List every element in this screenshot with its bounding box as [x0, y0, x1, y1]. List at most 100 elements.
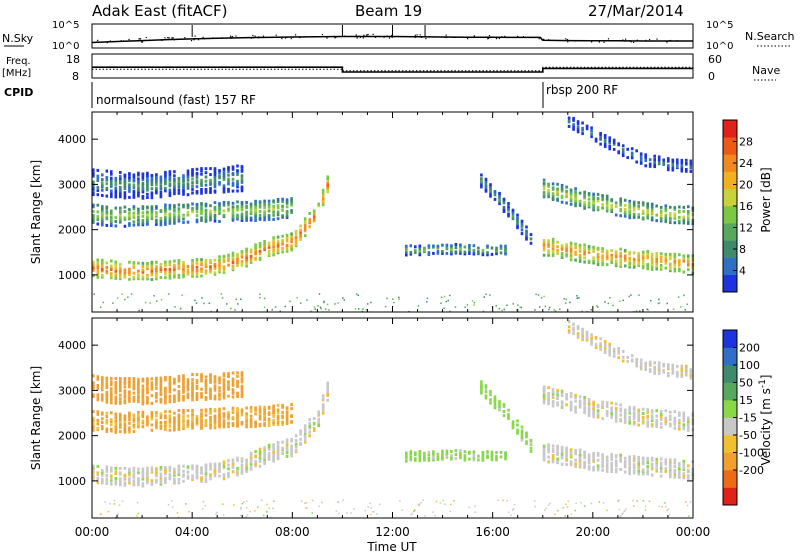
- colorbar-tick-label: 16: [739, 200, 753, 213]
- range-cell: [231, 217, 235, 220]
- range-cell: [173, 467, 176, 471]
- range-cell: [641, 472, 645, 476]
- range-cell: [632, 455, 636, 459]
- range-cell: [590, 129, 593, 133]
- range-cell: [218, 419, 221, 423]
- range-cell: [560, 400, 564, 404]
- range-cell: [463, 250, 467, 254]
- range-cell: [480, 380, 483, 384]
- range-cell: [119, 420, 122, 424]
- range-cell: [168, 417, 172, 421]
- range-cell: [612, 347, 616, 351]
- range-cell: [213, 424, 217, 428]
- range-cell: [612, 351, 616, 355]
- range-cell: [96, 264, 100, 268]
- range-cell: [128, 430, 131, 434]
- range-cell: [601, 417, 604, 421]
- range-cell: [263, 215, 266, 219]
- range-cell: [414, 245, 417, 249]
- range-cell: [671, 363, 675, 367]
- range-cell: [601, 260, 604, 264]
- range-cell: [459, 243, 462, 247]
- range-cell: [623, 416, 627, 420]
- range-cell: [137, 420, 140, 424]
- range-cell: [502, 208, 506, 211]
- noise-dot: [416, 34, 418, 36]
- range-cell: [200, 167, 203, 171]
- range-cell: [504, 454, 507, 458]
- range-cell: [150, 414, 154, 418]
- range-cell: [119, 206, 122, 210]
- range-cell: [592, 200, 595, 204]
- range-cell: [200, 387, 203, 391]
- colorbar-tick-label: 15: [739, 394, 753, 407]
- range-cell: [551, 447, 555, 451]
- range-cell: [276, 444, 280, 448]
- range-cell: [653, 159, 656, 163]
- range-cell: [137, 418, 140, 422]
- range-cell: [418, 253, 422, 257]
- range-cell: [667, 157, 670, 161]
- range-cell: [191, 423, 194, 427]
- range-cell: [168, 216, 172, 220]
- range-speck: [221, 297, 224, 299]
- range-cell: [592, 400, 595, 404]
- range-cell: [641, 420, 645, 423]
- range-cell: [617, 349, 620, 353]
- range-cell: [128, 393, 131, 397]
- range-cell: [182, 220, 185, 224]
- range-cell: [92, 171, 95, 175]
- range-speck: [358, 308, 360, 310]
- range-cell: [303, 424, 307, 428]
- range-cell: [312, 217, 316, 221]
- range-cell: [657, 369, 661, 373]
- range-cell: [105, 176, 109, 180]
- noise-dot: [414, 36, 416, 38]
- range-cell: [542, 191, 546, 195]
- range-cell: [405, 451, 408, 455]
- range-cell: [689, 371, 693, 375]
- range-cell: [200, 262, 203, 265]
- range-cell: [186, 392, 190, 396]
- range-cell: [290, 240, 293, 244]
- range-speck: [473, 304, 475, 306]
- range-cell: [565, 393, 568, 397]
- range-cell: [240, 185, 244, 189]
- range-cell: [542, 195, 546, 199]
- range-cell: [667, 372, 670, 375]
- range-cell: [110, 217, 113, 221]
- range-speck: [468, 506, 470, 509]
- range-cell: [635, 364, 638, 368]
- range-cell: [664, 422, 668, 426]
- range-cell: [191, 464, 194, 468]
- range-cell: [240, 260, 244, 263]
- range-cell: [493, 406, 497, 410]
- range-cell: [114, 414, 118, 418]
- range-cell: [628, 411, 631, 415]
- range-cell: [141, 178, 145, 182]
- range-cell: [641, 257, 645, 261]
- range-cell: [641, 260, 645, 263]
- range-cell: [146, 390, 149, 394]
- range-cell: [299, 235, 302, 239]
- range-cell: [164, 170, 167, 174]
- range-speck: [539, 306, 541, 308]
- range-cell: [644, 361, 647, 365]
- range-cell: [594, 139, 598, 143]
- range-speck: [168, 293, 170, 295]
- range-cell: [614, 250, 618, 254]
- range-cell: [472, 450, 476, 454]
- range-cell: [146, 400, 149, 404]
- range-cell: [218, 389, 221, 393]
- range-cell: [105, 379, 109, 383]
- range-cell: [551, 240, 555, 244]
- range-cell: [605, 459, 609, 463]
- range-cell: [249, 462, 253, 466]
- range-cell: [191, 419, 194, 423]
- range-cell: [560, 454, 564, 458]
- range-cell: [576, 120, 580, 124]
- range-cell: [191, 383, 194, 387]
- range-cell: [551, 252, 555, 256]
- range-cell: [572, 322, 575, 326]
- range-cell: [182, 377, 185, 380]
